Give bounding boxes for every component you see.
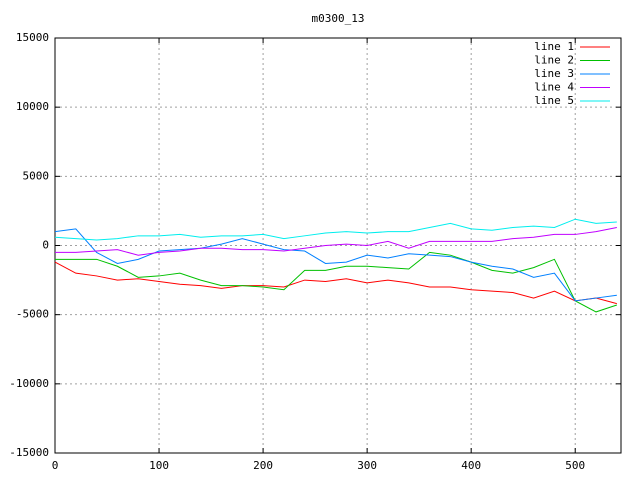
data-line <box>54 218 617 241</box>
y-tick-label: 0 <box>42 239 49 252</box>
chart-title: m0300_13 <box>312 12 365 25</box>
legend-label: line 1 <box>534 40 574 53</box>
legend-label: line 2 <box>534 54 574 67</box>
x-tick-label: 100 <box>149 459 169 472</box>
y-tick-label: 5000 <box>23 169 50 182</box>
y-tick-label: -10000 <box>9 377 49 390</box>
data-line <box>55 227 617 256</box>
y-tick-label: -5000 <box>16 308 49 321</box>
x-tick-label: 0 <box>52 459 59 472</box>
y-tick-label: 15000 <box>16 31 49 44</box>
data-line <box>54 261 617 305</box>
x-tick-label: 200 <box>253 459 273 472</box>
legend-label: line 5 <box>534 94 574 107</box>
plot-frame <box>54 37 622 454</box>
y-tick-label: 10000 <box>16 100 49 113</box>
data-line <box>54 228 617 302</box>
data-line <box>55 251 617 313</box>
y-tick-label: -15000 <box>9 446 49 459</box>
legend-label: line 4 <box>534 81 574 94</box>
x-tick-label: 500 <box>565 459 585 472</box>
x-tick-label: 400 <box>461 459 481 472</box>
legend-label: line 3 <box>534 67 574 80</box>
x-tick-label: 300 <box>357 459 377 472</box>
